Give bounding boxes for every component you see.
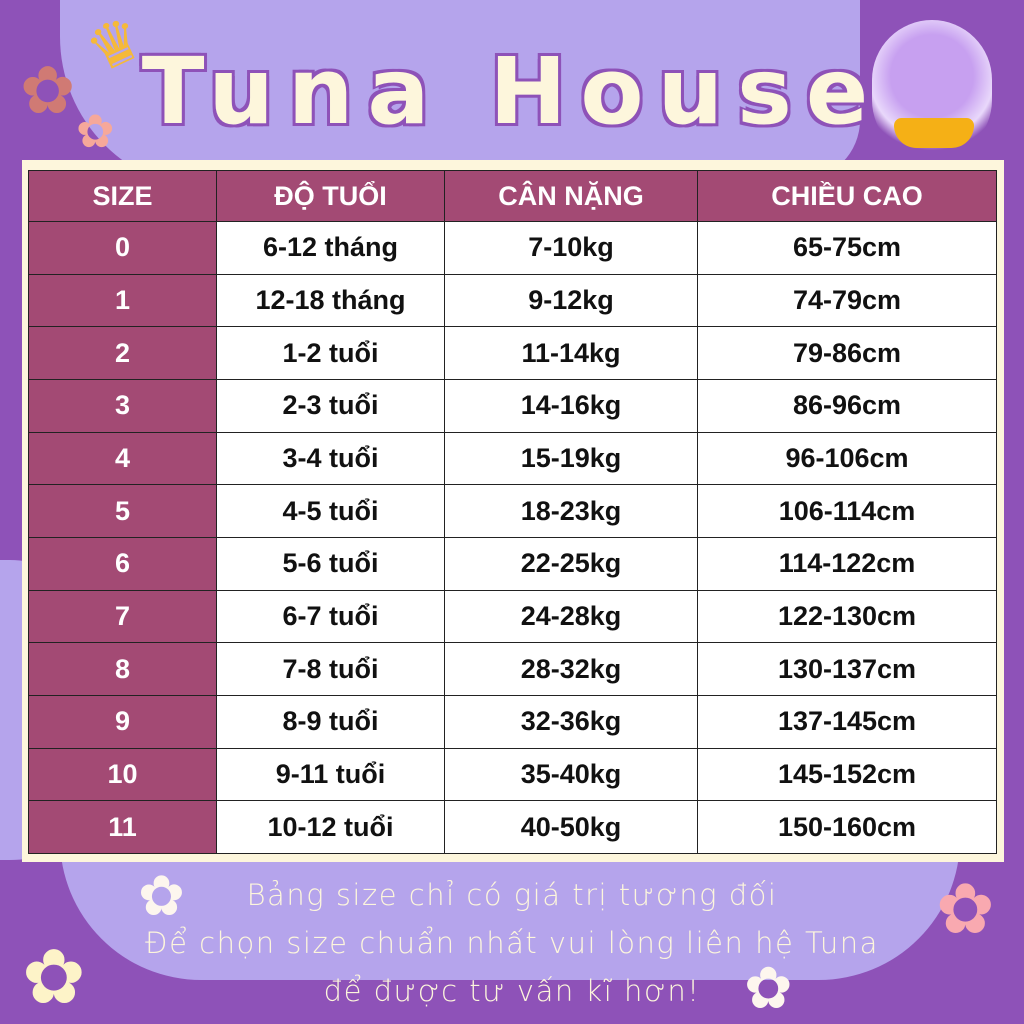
cell-weight: 22-25kg [444,536,698,591]
cell-size: 2 [28,326,217,380]
flower-icon: ✿ [744,954,793,1022]
cell-age: 5-6 tuổi [216,536,445,591]
table-row: 5 4-5 tuổi 18-23kg 106-114cm [28,484,997,538]
cell-size: 10 [28,747,217,802]
cell-weight: 28-32kg [444,642,698,696]
cell-size: 5 [28,484,217,538]
cell-height: 150-160cm [697,800,997,854]
cell-age: 7-8 tuổi [216,642,445,696]
table-row: 7 6-7 tuổi 24-28kg 122-130cm [28,589,997,644]
cell-size: 11 [28,800,217,854]
background-blob [300,0,860,180]
header-weight: CÂN NẶNG [444,170,698,222]
flower-icon: ✿ [22,932,86,1021]
cell-height: 114-122cm [697,536,997,591]
cell-weight: 18-23kg [444,484,698,538]
table-row: 3 2-3 tuổi 14-16kg 86-96cm [28,378,997,433]
cell-height: 96-106cm [697,431,997,486]
cell-size: 9 [28,694,217,749]
table-row: 9 8-9 tuổi 32-36kg 137-145cm [28,694,997,749]
cell-height: 122-130cm [697,589,997,644]
cell-age: 8-9 tuổi [216,694,445,749]
header-age: ĐỘ TUỔI [216,170,445,222]
note-line: Để chọn size chuẩn nhất vui lòng liên hệ… [145,926,879,960]
cell-weight: 14-16kg [444,378,698,433]
cell-weight: 15-19kg [444,431,698,486]
cell-size: 3 [28,378,217,433]
cell-height: 137-145cm [697,694,997,749]
cell-height: 145-152cm [697,747,997,802]
flower-icon: ✿ [76,104,115,158]
cell-height: 65-75cm [697,221,997,275]
cell-weight: 11-14kg [444,326,698,380]
cell-size: 8 [28,642,217,696]
cell-age: 9-11 tuổi [216,747,445,802]
flower-icon: ✿ [138,864,185,929]
table-row: 6 5-6 tuổi 22-25kg 114-122cm [28,536,997,591]
cell-age: 10-12 tuổi [216,800,445,854]
cell-weight: 35-40kg [444,747,698,802]
cell-age: 3-4 tuổi [216,431,445,486]
brand-title: Tuna House [140,37,883,147]
table-row: 0 6-12 tháng 7-10kg 65-75cm [28,221,997,275]
cell-size: 4 [28,431,217,486]
cell-height: 130-137cm [697,642,997,696]
cell-age: 12-18 tháng [216,273,445,328]
cell-weight: 24-28kg [444,589,698,644]
cell-height: 74-79cm [697,273,997,328]
cell-height: 106-114cm [697,484,997,538]
table-header-row: SIZE ĐỘ TUỔI CÂN NẶNG CHIỀU CAO [28,170,997,222]
cell-age: 6-7 tuổi [216,589,445,644]
cell-size: 1 [28,273,217,328]
note-line: Bảng size chỉ có giá trị tương đối [246,878,778,912]
cell-age: 4-5 tuổi [216,484,445,538]
cell-weight: 32-36kg [444,694,698,749]
cell-height: 86-96cm [697,378,997,433]
cell-age: 1-2 tuổi [216,326,445,380]
cell-weight: 7-10kg [444,221,698,275]
cell-age: 2-3 tuổi [216,378,445,433]
header-height: CHIỀU CAO [697,170,997,222]
table-row: 1 12-18 tháng 9-12kg 74-79cm [28,273,997,328]
table-row: 11 10-12 tuổi 40-50kg 150-160cm [28,800,997,854]
cell-size: 7 [28,589,217,644]
table-row: 4 3-4 tuổi 15-19kg 96-106cm [28,431,997,486]
table-row: 8 7-8 tuổi 28-32kg 130-137cm [28,642,997,696]
cell-weight: 9-12kg [444,273,698,328]
cell-size: 0 [28,221,217,275]
size-chart-table: SIZE ĐỘ TUỔI CÂN NẶNG CHIỀU CAO 0 6-12 th… [28,170,997,854]
octopus-mascot-icon [872,20,992,160]
table-row: 2 1-2 tuổi 11-14kg 79-86cm [28,326,997,380]
note-line: để được tư vấn kĩ hơn! [323,974,701,1008]
cell-age: 6-12 tháng [216,221,445,275]
cell-size: 6 [28,536,217,591]
header-size: SIZE [28,170,217,222]
cell-weight: 40-50kg [444,800,698,854]
flower-icon: ✿ [20,52,76,129]
cell-height: 79-86cm [697,326,997,380]
flower-icon: ✿ [936,868,995,950]
table-row: 10 9-11 tuổi 35-40kg 145-152cm [28,747,997,802]
